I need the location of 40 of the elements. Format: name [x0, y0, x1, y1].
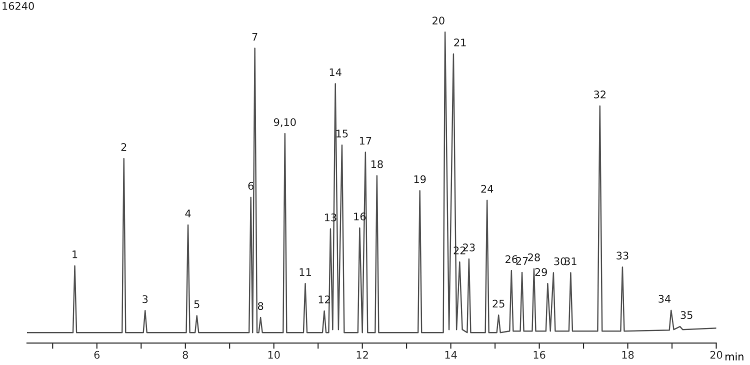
annotation: 19	[414, 175, 426, 184]
annotation: 6	[248, 182, 254, 190]
annotation: 26	[506, 255, 518, 264]
annotation: 9,10	[274, 118, 296, 128]
x-tick-label: 16	[534, 350, 546, 359]
annotation: 8	[258, 302, 264, 310]
annotation: 4	[185, 210, 191, 218]
annotation: 24	[481, 184, 494, 193]
x-tick-label: 20	[710, 350, 722, 359]
annotation: 11	[300, 268, 311, 276]
x-tick-label: 6	[94, 350, 100, 359]
annotation: 25	[492, 300, 504, 308]
annotation: 2	[121, 143, 126, 151]
annotation: 17	[360, 136, 372, 145]
annotation: 32	[594, 90, 606, 98]
annotation: 1	[72, 250, 78, 258]
annotation: 15	[336, 130, 348, 138]
annotation: 23	[463, 244, 475, 252]
annotation: 14	[330, 68, 342, 76]
annotation: 18	[371, 160, 383, 168]
annotation: 21	[454, 38, 466, 46]
x-tick-label: 12	[356, 350, 368, 359]
annotation: 28	[528, 253, 540, 262]
x-axis-title: min	[726, 352, 744, 360]
annotation: 3	[142, 295, 148, 304]
annotation: 27	[516, 257, 528, 265]
annotation: 30	[554, 257, 566, 266]
annotation: 31	[564, 257, 576, 266]
x-tick-label: 10	[268, 350, 280, 359]
x-tick-label: 18	[622, 350, 634, 359]
annotation: 33	[616, 252, 628, 260]
annotation: 29	[535, 268, 547, 276]
annotation: 5	[194, 300, 200, 308]
text: 16240	[2, 2, 34, 10]
annotation: 7	[252, 32, 258, 41]
x-tick-label: 8	[182, 350, 188, 359]
annotation: 35	[680, 311, 692, 319]
annotation: 34	[658, 294, 671, 303]
annotation: 20	[432, 16, 444, 24]
x-tick-label: 14	[445, 351, 457, 359]
